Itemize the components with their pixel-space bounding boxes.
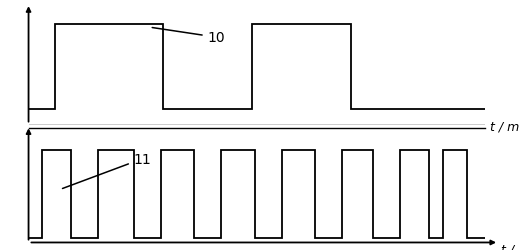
Text: t / ms: t / ms bbox=[490, 120, 519, 133]
Text: t / ms: t / ms bbox=[501, 243, 519, 250]
Text: 10: 10 bbox=[152, 28, 225, 45]
Text: 11: 11 bbox=[62, 152, 152, 189]
